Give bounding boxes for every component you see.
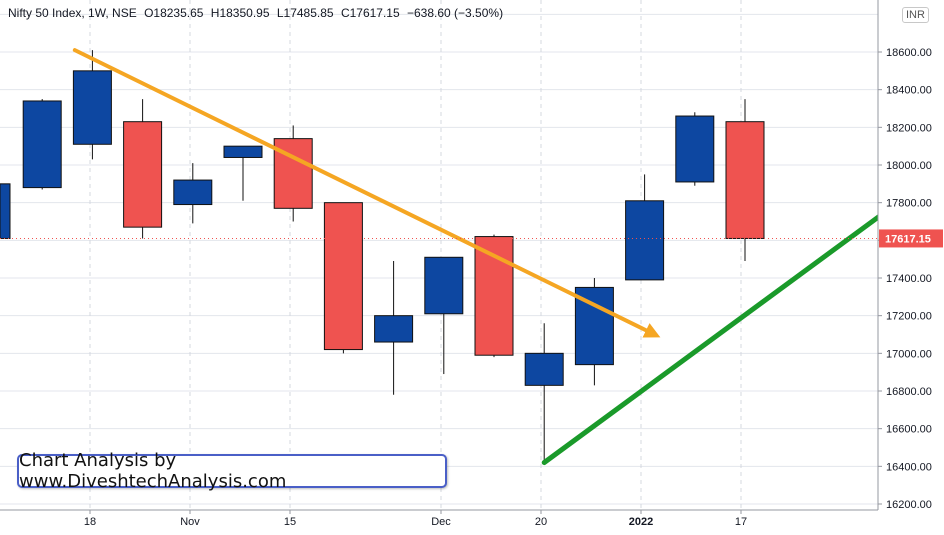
time-axis-bg bbox=[0, 510, 878, 535]
candles-group bbox=[0, 50, 765, 465]
trend-arrows bbox=[72, 48, 918, 466]
candle[interactable] bbox=[123, 99, 163, 239]
candle-body bbox=[424, 256, 464, 315]
low-value: L17485.85 bbox=[276, 6, 334, 20]
candle-body bbox=[0, 183, 11, 239]
time-tick-label: 15 bbox=[284, 516, 296, 528]
candle-body bbox=[173, 179, 213, 206]
close-value: C17617.15 bbox=[340, 6, 400, 20]
high-value: H18350.95 bbox=[210, 6, 270, 20]
support-arrow bbox=[541, 188, 918, 466]
time-tick-label: 17 bbox=[735, 516, 747, 528]
price-tick-label: 18200.00 bbox=[886, 122, 932, 134]
candle[interactable] bbox=[72, 50, 112, 160]
open-value: O18235.65 bbox=[144, 6, 204, 20]
candle[interactable] bbox=[474, 234, 514, 358]
watermark-label: Chart Analysis by www.DiveshtechAnalysis… bbox=[17, 450, 447, 492]
price-tick-label: 17800.00 bbox=[886, 198, 932, 210]
change-value: −638.60 (−3.50%) bbox=[407, 6, 504, 20]
candle-body bbox=[323, 202, 363, 351]
price-tick-label: 17000.00 bbox=[886, 348, 932, 360]
price-tick-label: 16800.00 bbox=[886, 386, 932, 398]
price-axis-bg bbox=[878, 0, 944, 535]
price-tick-label: 18600.00 bbox=[886, 47, 932, 59]
candle-body bbox=[72, 70, 112, 145]
candle-body bbox=[675, 115, 715, 183]
time-tick-label: 18 bbox=[84, 516, 96, 528]
candle[interactable] bbox=[725, 99, 765, 262]
price-tick-label: 18400.00 bbox=[886, 85, 932, 97]
candle-body bbox=[374, 315, 414, 343]
resistance-arrow bbox=[72, 48, 661, 338]
candle-body bbox=[725, 121, 765, 239]
candle-body bbox=[123, 121, 163, 228]
candle[interactable] bbox=[323, 202, 363, 354]
price-tick-label: 16400.00 bbox=[886, 461, 932, 473]
last-price-label: 17617.15 bbox=[885, 233, 931, 245]
candle[interactable] bbox=[625, 174, 665, 281]
price-tick-label: 17200.00 bbox=[886, 311, 932, 323]
candle[interactable] bbox=[424, 256, 464, 375]
price-tick-label: 16200.00 bbox=[886, 499, 932, 511]
candle[interactable] bbox=[173, 163, 213, 224]
chart-header: Nifty 50 Index, 1W, NSE O18235.65 H18350… bbox=[8, 6, 507, 20]
price-tick-label: 17400.00 bbox=[886, 273, 932, 285]
candle[interactable] bbox=[22, 99, 62, 190]
candle[interactable] bbox=[524, 323, 564, 465]
price-tick-label: 18000.00 bbox=[886, 160, 932, 172]
candle[interactable] bbox=[273, 125, 313, 222]
candle-body bbox=[22, 100, 62, 189]
time-tick-label: Dec bbox=[431, 516, 451, 528]
candle[interactable] bbox=[0, 183, 11, 239]
candle[interactable] bbox=[574, 278, 614, 386]
symbol-label: Nifty 50 Index, 1W, NSE bbox=[8, 6, 137, 20]
candle[interactable] bbox=[223, 145, 263, 201]
candle-body bbox=[625, 200, 665, 281]
last-price-badge bbox=[879, 229, 943, 248]
candle-body bbox=[524, 352, 564, 386]
candle-body bbox=[223, 145, 263, 158]
candle[interactable] bbox=[374, 261, 414, 395]
time-tick-label: Nov bbox=[180, 516, 200, 528]
time-tick-label: 20 bbox=[535, 516, 547, 528]
price-tick-label: 16600.00 bbox=[886, 424, 932, 436]
time-tick-label: 2022 bbox=[629, 516, 653, 528]
currency-badge[interactable]: INR bbox=[902, 7, 929, 23]
candle[interactable] bbox=[675, 112, 715, 186]
